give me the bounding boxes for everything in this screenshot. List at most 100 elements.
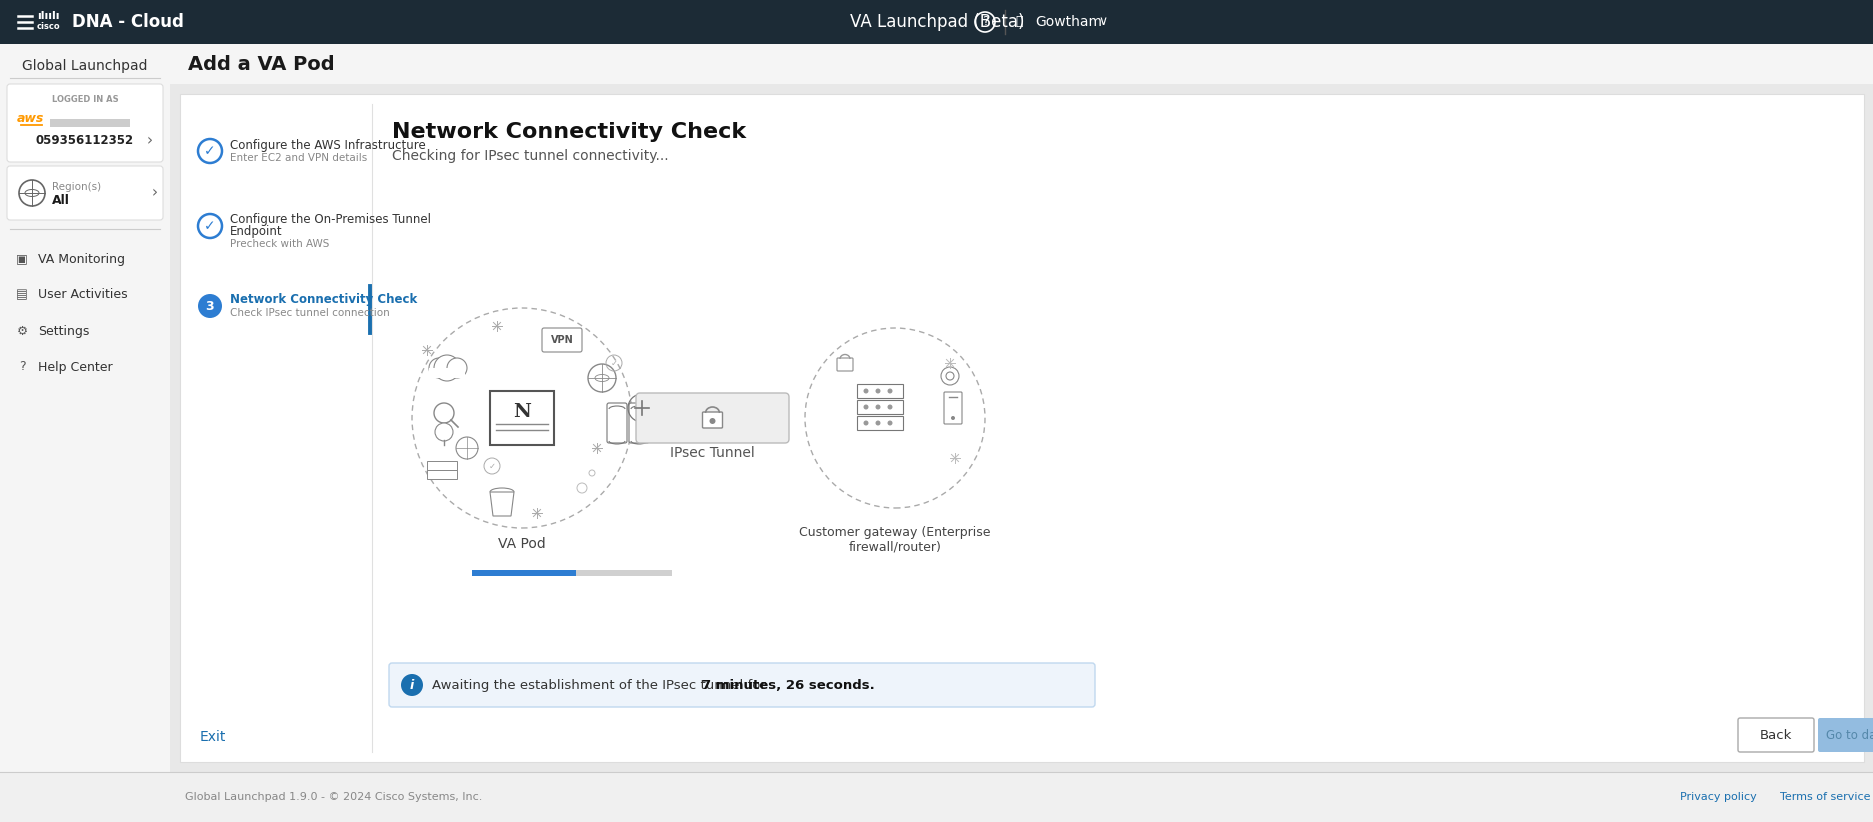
FancyBboxPatch shape — [170, 44, 1873, 84]
Text: Endpoint: Endpoint — [230, 225, 283, 238]
FancyBboxPatch shape — [7, 166, 163, 220]
Text: Configure the On-Premises Tunnel: Configure the On-Premises Tunnel — [230, 214, 431, 227]
Circle shape — [435, 423, 453, 441]
Text: Check IPsec tunnel connection: Check IPsec tunnel connection — [230, 308, 390, 318]
Text: ılıılı: ılıılı — [37, 11, 60, 21]
FancyBboxPatch shape — [427, 461, 457, 470]
Circle shape — [863, 404, 867, 409]
Text: VA Launchpad (Beta): VA Launchpad (Beta) — [848, 13, 1025, 31]
Text: Go to dashboard: Go to dashboard — [1824, 728, 1873, 741]
Circle shape — [950, 416, 955, 420]
Text: ✓: ✓ — [204, 144, 215, 158]
Text: 059356112352: 059356112352 — [36, 135, 135, 147]
Text: ?: ? — [19, 361, 26, 373]
Text: ✓: ✓ — [489, 461, 494, 470]
Text: 👤: 👤 — [1015, 16, 1023, 29]
Text: Help Center: Help Center — [37, 361, 112, 373]
Text: ▣: ▣ — [17, 252, 28, 266]
FancyBboxPatch shape — [635, 393, 789, 443]
Text: Enter EC2 and VPN details: Enter EC2 and VPN details — [230, 153, 367, 163]
Circle shape — [429, 358, 450, 378]
FancyBboxPatch shape — [427, 470, 457, 479]
FancyBboxPatch shape — [180, 94, 1864, 762]
Text: VA Pod: VA Pod — [498, 537, 545, 551]
FancyBboxPatch shape — [390, 663, 1094, 707]
Text: Terms of service: Terms of service — [1779, 792, 1869, 802]
Text: Exit: Exit — [200, 730, 227, 744]
FancyBboxPatch shape — [856, 384, 903, 398]
Circle shape — [448, 358, 466, 378]
FancyBboxPatch shape — [0, 0, 1873, 44]
Text: Global Launchpad 1.9.0 - © 2024 Cisco Systems, Inc.: Global Launchpad 1.9.0 - © 2024 Cisco Sy… — [185, 792, 481, 802]
Text: IPsec Tunnel: IPsec Tunnel — [671, 446, 755, 460]
FancyBboxPatch shape — [629, 403, 648, 443]
Circle shape — [888, 389, 892, 394]
Text: Awaiting the establishment of the IPsec tunnel for: Awaiting the establishment of the IPsec … — [433, 678, 770, 691]
FancyBboxPatch shape — [429, 368, 465, 378]
Text: All: All — [52, 195, 69, 207]
FancyBboxPatch shape — [472, 570, 575, 576]
Text: Add a VA Pod: Add a VA Pod — [187, 54, 335, 73]
Circle shape — [863, 389, 867, 394]
Text: ∨: ∨ — [1098, 16, 1107, 29]
Text: Customer gateway (Enterprise
firewall/router): Customer gateway (Enterprise firewall/ro… — [798, 526, 991, 554]
Text: LOGGED IN AS: LOGGED IN AS — [52, 95, 118, 104]
Polygon shape — [489, 492, 513, 516]
Circle shape — [435, 355, 459, 381]
Text: ✓: ✓ — [204, 219, 215, 233]
FancyBboxPatch shape — [541, 328, 583, 352]
FancyBboxPatch shape — [1736, 718, 1813, 752]
Text: ?: ? — [981, 16, 987, 29]
Text: VPN: VPN — [551, 335, 573, 345]
Text: N: N — [513, 403, 530, 421]
Text: cisco: cisco — [36, 22, 60, 31]
Circle shape — [875, 404, 880, 409]
Circle shape — [401, 674, 423, 696]
Circle shape — [888, 404, 892, 409]
Text: DNA - Cloud: DNA - Cloud — [71, 13, 184, 31]
Text: ▤: ▤ — [17, 289, 28, 302]
FancyBboxPatch shape — [837, 358, 852, 371]
Circle shape — [199, 214, 221, 238]
Text: ⚙: ⚙ — [17, 325, 28, 338]
FancyBboxPatch shape — [856, 400, 903, 414]
Text: ✓: ✓ — [611, 358, 618, 367]
Text: Region(s): Region(s) — [52, 182, 101, 192]
FancyBboxPatch shape — [856, 416, 903, 430]
Text: User Activities: User Activities — [37, 289, 127, 302]
FancyBboxPatch shape — [944, 392, 961, 424]
Text: Network Connectivity Check: Network Connectivity Check — [391, 122, 745, 142]
Text: Global Launchpad: Global Launchpad — [22, 59, 148, 73]
Text: Settings: Settings — [37, 325, 90, 338]
Text: Privacy policy: Privacy policy — [1678, 792, 1755, 802]
Text: 7 minutes, 26 seconds.: 7 minutes, 26 seconds. — [702, 678, 875, 691]
FancyBboxPatch shape — [0, 44, 170, 772]
Circle shape — [710, 418, 715, 424]
FancyBboxPatch shape — [607, 403, 627, 443]
FancyBboxPatch shape — [702, 412, 723, 428]
FancyBboxPatch shape — [51, 119, 129, 127]
Text: Configure the AWS Infrastructure: Configure the AWS Infrastructure — [230, 138, 425, 151]
FancyBboxPatch shape — [1817, 718, 1873, 752]
FancyBboxPatch shape — [472, 570, 672, 576]
Circle shape — [888, 421, 892, 426]
Circle shape — [863, 421, 867, 426]
Text: Back: Back — [1759, 728, 1791, 741]
Text: ›: › — [146, 133, 154, 149]
Text: VA Monitoring: VA Monitoring — [37, 252, 125, 266]
Text: ›: › — [152, 186, 157, 201]
Circle shape — [199, 139, 221, 163]
Text: 3: 3 — [206, 299, 214, 312]
Text: Precheck with AWS: Precheck with AWS — [230, 239, 330, 249]
Circle shape — [199, 294, 221, 318]
Text: aws: aws — [17, 113, 43, 126]
Circle shape — [875, 389, 880, 394]
Circle shape — [875, 421, 880, 426]
Text: Checking for IPsec tunnel connectivity...: Checking for IPsec tunnel connectivity..… — [391, 149, 669, 163]
FancyBboxPatch shape — [7, 84, 163, 162]
FancyBboxPatch shape — [489, 391, 554, 445]
Text: i: i — [410, 678, 414, 691]
Text: Network Connectivity Check: Network Connectivity Check — [230, 293, 418, 307]
FancyBboxPatch shape — [0, 772, 1873, 822]
Text: Gowtham: Gowtham — [1034, 15, 1101, 29]
